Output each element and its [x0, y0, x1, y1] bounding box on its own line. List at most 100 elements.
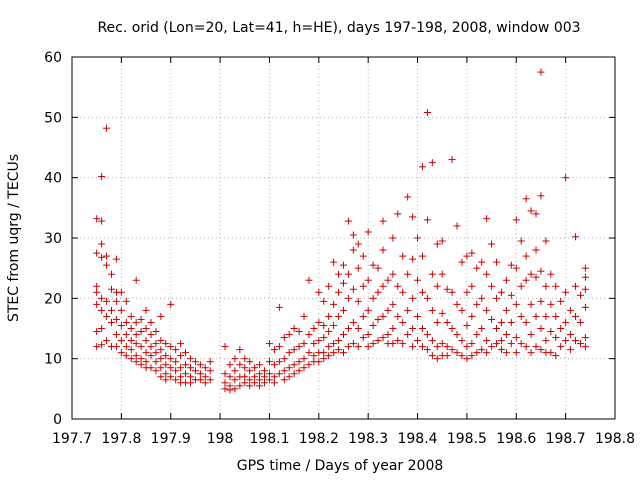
data-point-plus [167, 301, 174, 308]
data-point-plus [98, 241, 105, 248]
y-axis-label: STEC from uqrg / TECUs [6, 154, 22, 322]
data-point-plus [246, 367, 253, 374]
data-point-plus [305, 349, 312, 356]
data-point-plus [562, 319, 569, 326]
data-point-plus [473, 331, 480, 338]
data-point-plus [542, 283, 549, 290]
data-point-plus [133, 340, 140, 347]
grid-lines [72, 57, 615, 419]
data-point-plus [508, 262, 515, 269]
data-point-plus [508, 319, 515, 326]
data-point-plus [419, 343, 426, 350]
data-point-plus [335, 313, 342, 320]
data-point-plus [533, 343, 540, 350]
data-point-plus [582, 343, 589, 350]
data-point-plus [552, 334, 559, 341]
data-point-plus [572, 313, 579, 320]
data-point-plus [409, 256, 416, 263]
y-tick-label: 40 [44, 171, 62, 187]
data-point-plus [463, 322, 470, 329]
data-point-plus [513, 349, 520, 356]
x-tick-label: 198.6 [496, 431, 536, 447]
data-point-plus [404, 193, 411, 200]
data-point-plus [143, 349, 150, 356]
data-point-plus [113, 331, 120, 338]
data-point-plus [394, 210, 401, 217]
data-point-plus [256, 376, 263, 383]
data-point-plus [133, 331, 140, 338]
data-point-plus [147, 364, 154, 371]
data-point-plus [468, 313, 475, 320]
data-point-plus [162, 370, 169, 377]
data-point-plus [345, 295, 352, 302]
data-point-plus [296, 358, 303, 365]
data-point-plus [414, 337, 421, 344]
data-point-plus [133, 352, 140, 359]
data-point-plus [345, 218, 352, 225]
data-point-plus [533, 313, 540, 320]
data-point-plus [133, 277, 140, 284]
data-point-plus [419, 289, 426, 296]
data-point-plus [439, 340, 446, 347]
data-point-plus [458, 307, 465, 314]
data-point-plus [330, 301, 337, 308]
data-point-plus [547, 349, 554, 356]
data-point-plus [167, 364, 174, 371]
data-point-plus [291, 370, 298, 377]
data-point-plus [537, 268, 544, 275]
data-point-plus [266, 376, 273, 383]
data-point-plus [444, 352, 451, 359]
data-point-plus [414, 235, 421, 242]
data-point-plus [271, 379, 278, 386]
data-point-plus [281, 334, 288, 341]
data-point-plus [246, 376, 253, 383]
x-tick-label: 197.7 [52, 431, 92, 447]
data-point-plus [533, 247, 540, 254]
data-point-plus [103, 125, 110, 132]
data-point-plus [449, 289, 456, 296]
data-point-plus [98, 254, 105, 261]
data-point-plus [315, 319, 322, 326]
data-point-plus [394, 337, 401, 344]
data-point-plus [424, 216, 431, 223]
data-point-plus [340, 280, 347, 287]
data-point-plus [399, 253, 406, 260]
data-point-plus [463, 289, 470, 296]
data-point-plus [276, 358, 283, 365]
data-point-plus [320, 349, 327, 356]
data-point-plus [157, 313, 164, 320]
data-point-plus [157, 364, 164, 371]
data-point-plus [325, 328, 332, 335]
data-point-plus [375, 265, 382, 272]
data-point-plus [246, 382, 253, 389]
data-point-plus [123, 298, 130, 305]
axis-ticks [72, 57, 615, 419]
data-point-plus [202, 364, 209, 371]
plot-frame [72, 57, 615, 419]
data-point-plus [473, 265, 480, 272]
data-point-plus [271, 361, 278, 368]
data-point-plus [231, 367, 238, 374]
data-point-plus [256, 382, 263, 389]
data-point-plus [473, 301, 480, 308]
x-tick-label: 197.9 [151, 431, 191, 447]
data-point-plus [261, 379, 268, 386]
data-point-plus [291, 361, 298, 368]
data-point-plus [133, 358, 140, 365]
data-point-plus [567, 307, 574, 314]
data-point-plus [320, 334, 327, 341]
data-point-plus [335, 346, 342, 353]
data-point-plus [394, 313, 401, 320]
data-point-plus [192, 358, 199, 365]
data-point-plus [261, 373, 268, 380]
data-point-plus [182, 370, 189, 377]
data-point-plus [528, 271, 535, 278]
data-point-plus [458, 352, 465, 359]
data-point-plus [424, 346, 431, 353]
data-point-plus [523, 343, 530, 350]
y-tick-labels: 0 10 20 30 40 50 60 [44, 50, 62, 428]
data-point-plus [93, 250, 100, 257]
data-point-plus [384, 331, 391, 338]
data-point-plus [157, 355, 164, 362]
data-point-plus [439, 238, 446, 245]
